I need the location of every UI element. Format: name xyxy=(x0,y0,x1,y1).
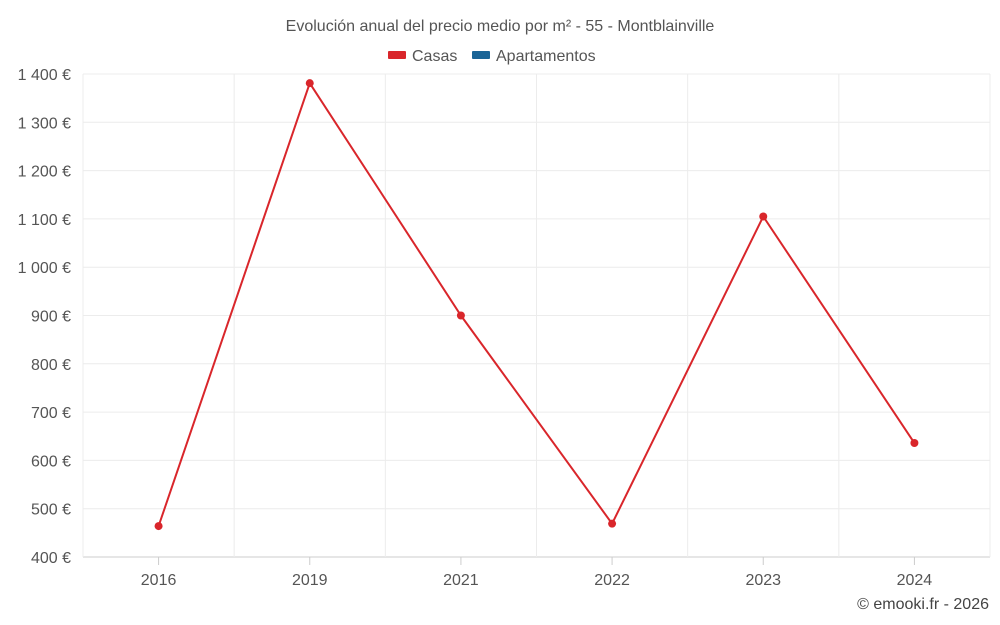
data-point[interactable] xyxy=(154,522,163,531)
x-tick-label: 2019 xyxy=(292,572,328,589)
y-tick-label: 800 € xyxy=(31,357,71,374)
data-point[interactable] xyxy=(759,212,768,221)
axes: 400 € 500 € 600 € 700 € 800 € 900 € 1 000 € 1 1… xyxy=(18,67,933,589)
y-tick-label: 600 € xyxy=(31,453,71,470)
legend-swatch[interactable] xyxy=(472,51,490,59)
x-tick-label: 2016 xyxy=(141,572,177,589)
series-layer xyxy=(154,79,919,531)
x-tick-label: 2022 xyxy=(594,572,630,589)
data-point[interactable] xyxy=(305,79,314,88)
y-tick-label: 900 € xyxy=(31,309,71,326)
legend-swatch[interactable] xyxy=(388,51,406,59)
series-line xyxy=(157,80,916,527)
data-point[interactable] xyxy=(608,519,617,528)
grid xyxy=(82,73,991,558)
y-tick-label: 1 200 € xyxy=(18,164,71,181)
y-tick-label: 1 100 € xyxy=(18,212,71,229)
y-tick-label: 1 400 € xyxy=(18,67,71,84)
x-tick-label: 2021 xyxy=(443,572,479,589)
legend-label[interactable]: Casas xyxy=(412,48,457,65)
data-point[interactable] xyxy=(910,439,919,448)
chart-title: Evolución anual del precio medio por m² … xyxy=(286,18,715,35)
legend-label[interactable]: Apartamentos xyxy=(496,48,596,65)
legend: Casas Apartamentos xyxy=(388,48,596,65)
y-tick-label: 700 € xyxy=(31,405,71,422)
y-tick-label: 1 000 € xyxy=(18,260,71,277)
x-tick-label: 2024 xyxy=(897,572,933,589)
y-tick-label: 1 300 € xyxy=(18,115,71,132)
data-point[interactable] xyxy=(456,311,465,320)
credit-text: © emooki.fr - 2026 xyxy=(857,596,989,613)
y-tick-label: 500 € xyxy=(31,502,71,519)
y-tick-label: 400 € xyxy=(31,550,71,567)
x-tick-label: 2023 xyxy=(745,572,781,589)
